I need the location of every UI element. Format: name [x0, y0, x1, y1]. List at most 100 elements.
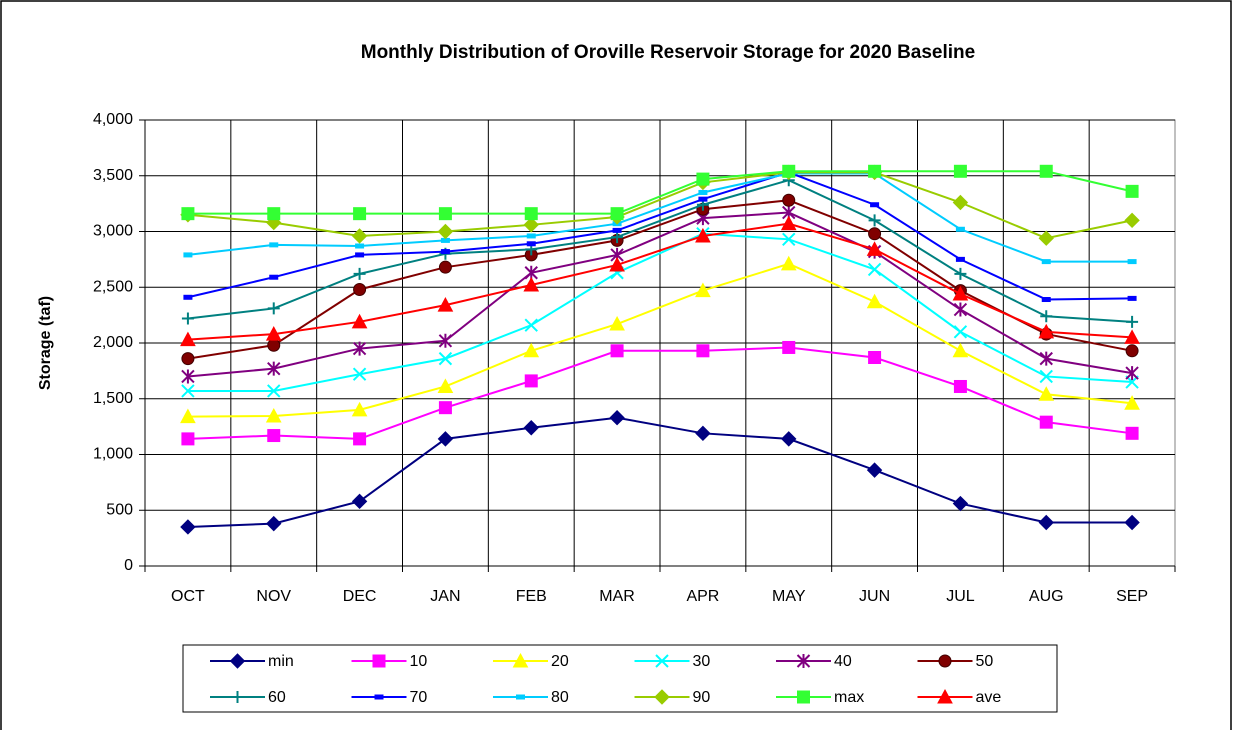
marker — [524, 207, 538, 221]
marker — [440, 249, 450, 255]
marker — [952, 285, 969, 301]
marker — [609, 315, 625, 331]
marker — [1038, 230, 1054, 246]
marker — [1127, 295, 1137, 301]
marker — [868, 214, 881, 227]
series-line — [187, 172, 1133, 263]
marker — [1041, 259, 1051, 265]
marker — [351, 401, 368, 417]
y-tick-label: 2,500 — [93, 278, 133, 295]
marker — [952, 495, 969, 512]
series-line — [187, 416, 1133, 528]
marker — [1124, 212, 1140, 229]
marker — [611, 231, 624, 244]
marker — [866, 293, 883, 309]
marker — [229, 653, 246, 669]
marker — [516, 694, 525, 700]
marker — [780, 255, 797, 271]
marker — [1038, 386, 1055, 401]
y-tick-label: 1,000 — [93, 446, 133, 463]
marker — [1125, 426, 1139, 440]
marker — [696, 344, 710, 358]
marker — [352, 341, 367, 356]
marker — [355, 252, 365, 258]
marker — [181, 369, 195, 384]
marker — [610, 207, 624, 221]
chart-title: Monthly Distribution of Oroville Reservo… — [361, 42, 975, 63]
marker — [609, 409, 625, 426]
x-tick-label: OCT — [171, 588, 205, 605]
marker — [181, 312, 194, 325]
marker — [355, 243, 365, 249]
marker — [181, 207, 195, 221]
marker — [1038, 514, 1054, 531]
x-tick-label: SEP — [1116, 588, 1148, 605]
marker — [695, 282, 711, 298]
marker — [938, 654, 952, 668]
marker — [1039, 415, 1053, 429]
legend-label: 50 — [976, 653, 994, 670]
marker — [267, 207, 281, 221]
series-line — [187, 222, 1133, 341]
marker — [438, 207, 452, 221]
marker — [183, 294, 193, 300]
marker — [267, 429, 281, 443]
marker — [523, 342, 540, 358]
marker — [351, 313, 368, 329]
x-tick-label: DEC — [343, 588, 377, 605]
legend-label: 40 — [834, 653, 852, 670]
marker — [180, 408, 196, 424]
marker — [181, 384, 195, 398]
marker — [782, 340, 796, 354]
marker — [523, 276, 540, 292]
legend-label: 60 — [268, 689, 286, 706]
marker — [231, 691, 244, 703]
marker — [780, 215, 797, 231]
marker — [438, 351, 453, 366]
marker — [1040, 310, 1053, 323]
marker — [351, 228, 368, 244]
marker — [609, 256, 625, 272]
marker — [782, 232, 796, 247]
marker — [269, 242, 279, 248]
marker — [1125, 184, 1139, 198]
marker — [353, 282, 367, 296]
marker — [868, 227, 882, 241]
legend — [182, 644, 1058, 713]
series-line — [187, 171, 1133, 240]
x-tick-label: NOV — [256, 588, 291, 605]
y-tick-label: 3,000 — [93, 223, 133, 240]
marker — [1127, 259, 1137, 265]
marker — [1041, 297, 1051, 303]
marker — [698, 189, 708, 195]
marker — [269, 274, 279, 280]
marker — [351, 493, 368, 510]
marker — [181, 352, 195, 366]
x-tick-label: JUN — [859, 588, 890, 605]
legend-label: 30 — [693, 653, 711, 670]
marker — [267, 384, 281, 398]
marker — [797, 690, 810, 704]
marker — [437, 297, 454, 312]
legend-label: 10 — [410, 653, 428, 670]
marker — [866, 462, 883, 478]
marker — [696, 172, 710, 186]
series-line — [187, 170, 1133, 215]
marker — [937, 688, 953, 704]
x-tick-label: APR — [686, 588, 719, 605]
legend-label: max — [834, 689, 864, 706]
marker — [781, 431, 797, 447]
legend-label: 20 — [551, 653, 569, 670]
marker — [374, 694, 384, 700]
marker — [352, 367, 367, 381]
marker — [181, 432, 195, 446]
marker — [695, 425, 711, 442]
marker — [353, 432, 367, 446]
series-line — [187, 179, 1133, 323]
marker — [267, 361, 281, 376]
marker — [437, 431, 454, 447]
marker — [523, 420, 539, 436]
marker — [265, 407, 282, 423]
